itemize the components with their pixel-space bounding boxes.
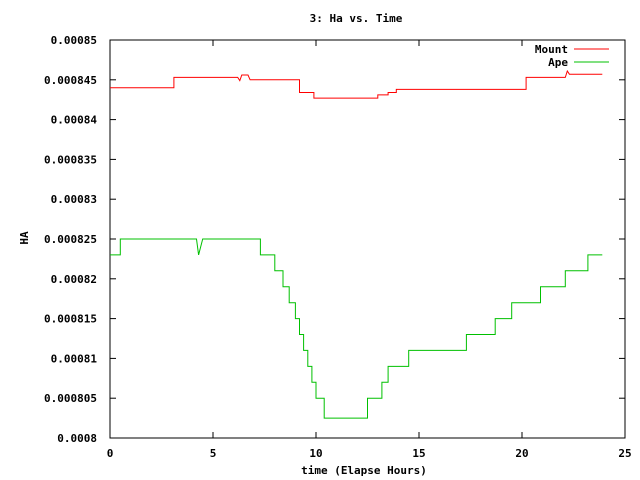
x-tick-label: 15 [412,447,425,460]
y-tick-label: 0.000835 [44,153,97,166]
x-axis-label: time (Elapse Hours) [301,464,427,477]
y-tick-label: 0.000845 [44,74,97,87]
y-ticks: 0.0008 0.000805 0.00081 0.000815 0.00082 0.00… [44,34,625,445]
y-tick-label: 0.0008 [57,432,97,445]
y-tick-label: 0.00083 [51,193,97,206]
x-tick-label: 5 [210,447,217,460]
legend-label-mount: Mount [535,43,568,56]
x-ticks: 0 5 10 15 20 25 [107,40,632,460]
y-tick-label: 0.00084 [51,114,98,127]
x-tick-label: 20 [515,447,528,460]
y-tick-label: 0.00085 [51,34,97,47]
y-axis-label: HA [18,231,31,245]
y-tick-label: 0.000815 [44,313,97,326]
y-tick-label: 0.000805 [44,392,97,405]
y-tick-label: 0.00082 [51,273,97,286]
series-line-ape [110,238,603,419]
legend-label-ape: Ape [548,56,568,69]
x-tick-label: 0 [107,447,114,460]
series-line-mount [110,69,603,99]
y-tick-label: 0.000825 [44,233,97,246]
series-lines [110,69,603,419]
x-tick-label: 25 [618,447,631,460]
x-tick-label: 10 [309,447,322,460]
chart-title: 3: Ha vs. Time [310,12,403,25]
y-tick-label: 0.00081 [51,352,98,365]
